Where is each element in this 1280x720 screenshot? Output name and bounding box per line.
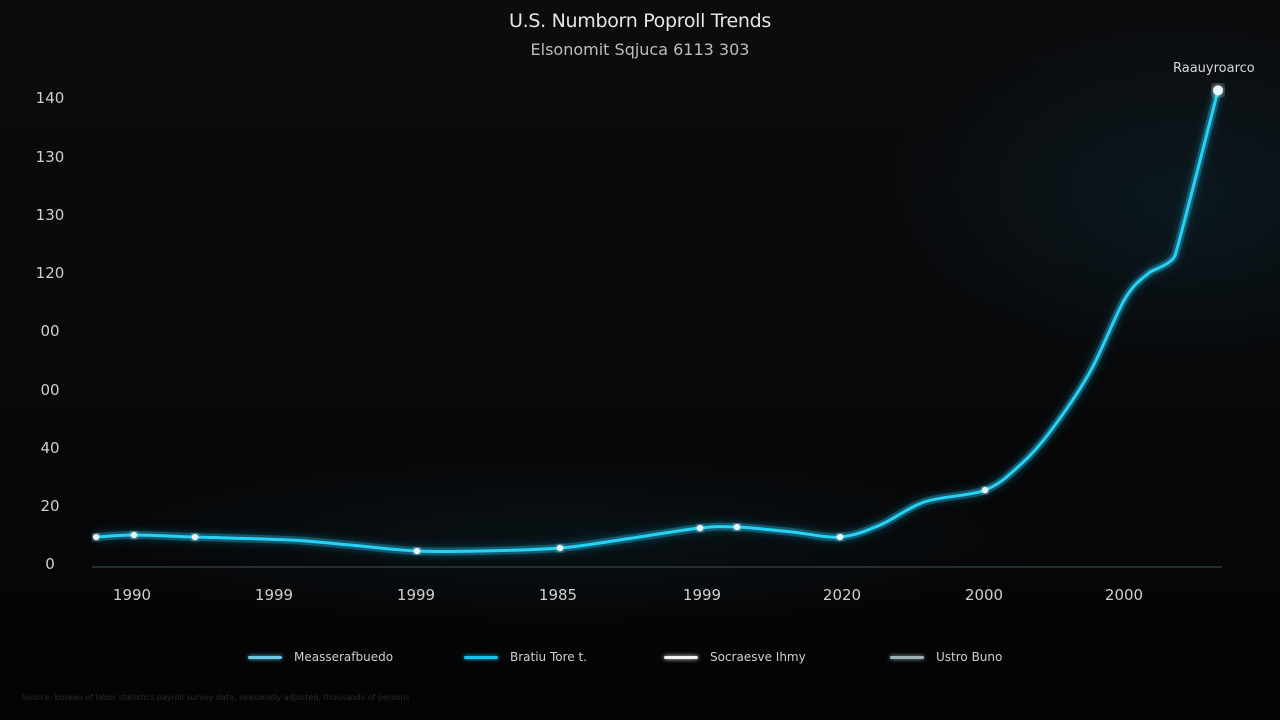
- peak-annotation: Raauyroarco: [1173, 61, 1255, 76]
- x-tick: 1985: [538, 586, 578, 604]
- x-tick: 2000: [1104, 586, 1144, 604]
- data-point-marker[interactable]: [413, 547, 421, 555]
- data-point-marker[interactable]: [191, 533, 199, 541]
- data-point-marker[interactable]: [733, 523, 741, 531]
- series-line: [94, 88, 1220, 554]
- legend-label: Socraesve Ihmy: [710, 650, 806, 664]
- legend-label: Ustro Buno: [936, 650, 1003, 664]
- y-tick: 130: [35, 206, 65, 224]
- legend-item[interactable]: Ustro Buno: [890, 647, 1002, 667]
- legend-item[interactable]: Bratiu Tore t.: [464, 647, 587, 667]
- x-tick: 1990: [112, 586, 152, 604]
- legend-label: Bratiu Tore t.: [510, 650, 587, 664]
- data-point-marker[interactable]: [556, 544, 564, 552]
- x-tick: 1999: [396, 586, 436, 604]
- legend-item[interactable]: Measserafbuedo: [248, 647, 393, 667]
- chart-title: U.S. Numborn Poproll Trends: [509, 10, 771, 32]
- vertical-bars: [95, 117, 1213, 567]
- y-tick: 00: [40, 381, 60, 399]
- chart-subtitle: Elsonomit Sqjuca 6113 303: [530, 40, 750, 59]
- data-point-marker[interactable]: [1213, 85, 1223, 96]
- series-line-glow: [95, 89, 1222, 556]
- data-point-marker[interactable]: [130, 531, 138, 539]
- y-tick: 120: [35, 264, 65, 282]
- data-point-marker[interactable]: [92, 533, 100, 541]
- data-point-marker[interactable]: [836, 533, 844, 541]
- footnote: Source: bureau of labor statistics payro…: [22, 693, 410, 702]
- y-tick: 130: [35, 148, 65, 166]
- x-tick: 2000: [964, 586, 1004, 604]
- legend-swatch-icon: [664, 655, 698, 659]
- legend-swatch-icon: [248, 655, 282, 659]
- legend-swatch-icon: [464, 655, 498, 659]
- x-tick: 1999: [682, 586, 722, 604]
- legend-label: Measserafbuedo: [294, 650, 394, 664]
- data-point-marker[interactable]: [696, 524, 704, 532]
- x-tick: 1999: [254, 586, 294, 604]
- y-tick: 20: [40, 497, 60, 515]
- chart-legend: Measserafbuedo Bratiu Tore t. Socraesve …: [0, 647, 1280, 667]
- data-point-marker[interactable]: [981, 486, 989, 494]
- y-tick: 00: [40, 322, 60, 340]
- y-tick: 140: [35, 89, 65, 107]
- x-tick: 2020: [822, 586, 862, 604]
- y-tick: 40: [40, 439, 60, 457]
- legend-swatch-icon: [890, 655, 924, 659]
- data-markers: [92, 85, 1223, 555]
- legend-item[interactable]: Socraesve Ihmy: [664, 647, 806, 667]
- y-tick: 0: [45, 555, 55, 573]
